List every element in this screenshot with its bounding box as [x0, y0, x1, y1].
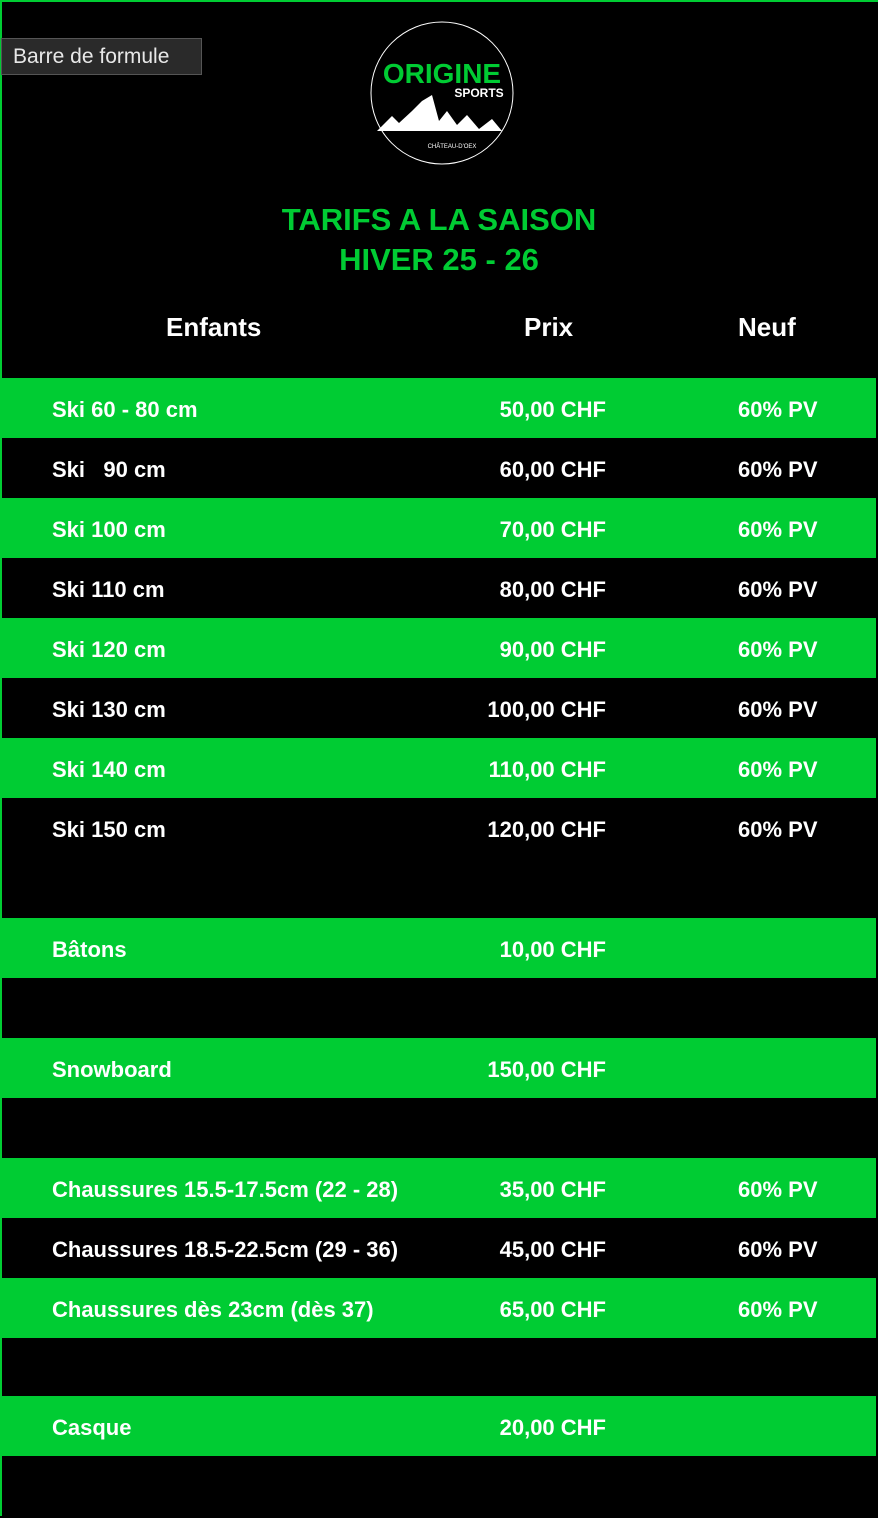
item-label: Ski 130 cm [52, 697, 166, 722]
empty-row [2, 858, 876, 918]
empty-row [2, 1098, 876, 1158]
origine-sports-logo: ORIGINE SPORTS CHÂTEAU-D'OEX [370, 21, 514, 165]
header-enfants: Enfants [166, 312, 262, 342]
item-label: Ski 90 cm [52, 457, 166, 482]
table-row: Ski 130 cm 100,00 CHF 60% PV [2, 678, 876, 738]
svg-text:ORIGINE: ORIGINE [383, 58, 501, 89]
item-new-price: 60% PV [738, 637, 818, 662]
item-new-price: 60% PV [738, 1237, 818, 1262]
svg-text:CHÂTEAU-D'OEX: CHÂTEAU-D'OEX [428, 143, 477, 150]
table-row: Chaussures 15.5-17.5cm (22 - 28) 35,00 CH… [2, 1158, 876, 1218]
item-label: Chaussures 18.5-22.5cm (29 - 36) [52, 1237, 399, 1262]
item-label: Ski 60 - 80 cm [52, 397, 198, 422]
empty-row [2, 1458, 876, 1518]
item-new-price: 60% PV [738, 517, 818, 542]
table-row: Casque 20,00 CHF [2, 1396, 876, 1456]
formula-bar-tooltip: Barre de formule [1, 38, 202, 75]
table-row: Ski 110 cm 80,00 CHF 60% PV [2, 558, 876, 618]
item-label: Snowboard [52, 1057, 172, 1082]
table-row: Ski 140 cm 110,00 CHF 60% PV [2, 738, 876, 798]
item-price: 110,00 CHF [488, 757, 606, 782]
item-price: 65,00 CHF [499, 1297, 606, 1322]
item-price: 150,00 CHF [487, 1057, 606, 1082]
item-new-price: 60% PV [738, 457, 818, 482]
item-price: 120,00 CHF [487, 817, 606, 842]
svg-text:SPORTS: SPORTS [454, 86, 503, 100]
header-prix: Prix [524, 312, 574, 342]
table-row: Ski 90 cm 60,00 CHF 60% PV [2, 438, 876, 498]
item-price: 10,00 CHF [499, 937, 606, 962]
item-price: 20,00 CHF [499, 1415, 606, 1440]
item-label: Ski 150 cm [52, 817, 166, 842]
item-label: Bâtons [52, 937, 127, 962]
table-row: Ski 120 cm 90,00 CHF 60% PV [2, 618, 876, 678]
item-price: 100,00 CHF [487, 697, 606, 722]
item-label: Casque [52, 1415, 132, 1440]
item-price: 45,00 CHF [499, 1237, 606, 1262]
item-new-price: 60% PV [738, 397, 818, 422]
item-price: 80,00 CHF [499, 577, 606, 602]
item-label: Ski 140 cm [52, 757, 166, 782]
item-new-price: 60% PV [738, 1297, 818, 1322]
empty-row [2, 978, 876, 1038]
table-row: Ski 150 cm 120,00 CHF 60% PV [2, 798, 876, 858]
item-label: Ski 120 cm [52, 637, 166, 662]
item-label: Chaussures 15.5-17.5cm (22 - 28) [52, 1177, 399, 1202]
table-row: Bâtons 10,00 CHF [2, 918, 876, 978]
table-row: Snowboard 150,00 CHF [2, 1038, 876, 1098]
item-label: Chaussures dès 23cm (dès 37) [52, 1297, 374, 1322]
item-price: 35,00 CHF [499, 1177, 606, 1202]
item-new-price: 60% PV [738, 697, 818, 722]
item-label: Ski 110 cm [52, 577, 165, 602]
title-line-2: HIVER 25 - 26 [339, 242, 539, 277]
empty-row [2, 1338, 876, 1398]
table-row: Chaussures 18.5-22.5cm (29 - 36) 45,00 CH… [2, 1218, 876, 1278]
table-row: Ski 100 cm 70,00 CHF 60% PV [2, 498, 876, 558]
item-label: Ski 100 cm [52, 517, 166, 542]
item-price: 60,00 CHF [499, 457, 606, 482]
item-new-price: 60% PV [738, 817, 818, 842]
table-row: Ski 60 - 80 cm 50,00 CHF 60% PV [2, 378, 876, 438]
title-line-1: TARIFS A LA SAISON [281, 202, 597, 237]
header-neuf: Neuf [738, 312, 796, 342]
item-price: 50,00 CHF [499, 397, 606, 422]
item-price: 70,00 CHF [499, 517, 606, 542]
table-row: Chaussures dès 23cm (dès 37) 65,00 CHF 60%… [2, 1278, 876, 1338]
item-price: 90,00 CHF [499, 637, 606, 662]
item-new-price: 60% PV [738, 1177, 818, 1202]
item-new-price: 60% PV [738, 757, 818, 782]
item-new-price: 60% PV [738, 577, 818, 602]
